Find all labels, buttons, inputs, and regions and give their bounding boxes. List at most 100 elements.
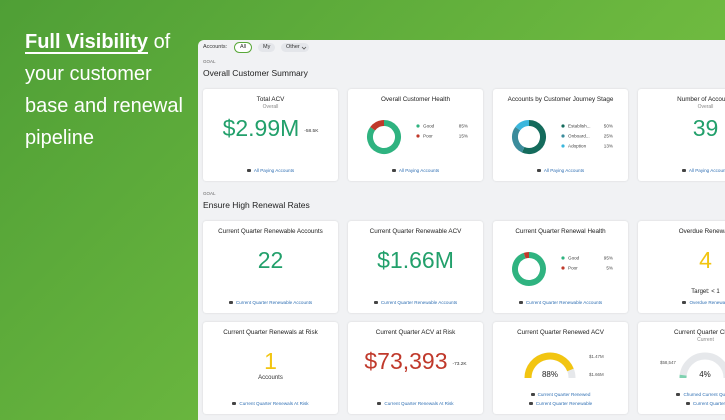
card-title: Accounts by Customer Journey Stage: [507, 96, 614, 103]
donut-segment: [370, 120, 385, 131]
metric-value: $2.99M: [222, 115, 300, 141]
legend-dot: [416, 124, 420, 128]
legend-value: 5%: [606, 266, 613, 271]
legend-name: Poor: [568, 266, 578, 271]
section-eyebrow: GOAL: [203, 59, 216, 64]
metric-row: $2.99M -58.5K: [203, 114, 338, 142]
metric-value: $1.66M: [377, 247, 454, 273]
legend-value: 85%: [459, 124, 468, 129]
metric-delta: -73.2K: [452, 361, 467, 367]
gauge-side-label: $58,547: [660, 360, 676, 365]
card-title: Current Quarter Renewal Health: [515, 228, 606, 235]
card-title: Total ACV: [256, 96, 285, 103]
card: Current Quarter ChurnCurrent Churned Curr…: [638, 322, 725, 414]
card: Overdue Renewals Overdue Renewals 4 Target:…: [638, 221, 725, 313]
metric-value: $73,393: [364, 348, 448, 374]
gauge-side-label: $1.66M: [589, 372, 604, 377]
metric-delta: -58.5K: [304, 128, 319, 134]
donut-segment: [512, 126, 525, 153]
metric-row: 4: [638, 246, 725, 274]
legend-dot: [416, 134, 420, 138]
card-footer-link[interactable]: All Paying Accounts: [203, 168, 338, 173]
section-eyebrow: GOAL: [203, 191, 216, 196]
card-title: Current Quarter Renewals at Risk: [223, 329, 318, 336]
section-title: Overall Customer Summary: [203, 68, 308, 78]
card-title: Current Quarter Churn: [674, 329, 725, 336]
headline-emphasis: Full Visibility: [25, 31, 148, 53]
card-footer-link[interactable]: All Paying Accounts: [638, 168, 725, 173]
donut-segment: [367, 120, 401, 154]
filter-my[interactable]: My: [258, 43, 276, 52]
metric-target: Target: < 1: [691, 289, 720, 295]
donut-chart: Establish... 50% Onboard... 25% Adoption 13%: [512, 120, 613, 154]
legend-name: Poor: [423, 134, 433, 139]
card: Current Quarter Renewals at Risk Current …: [203, 322, 338, 414]
dashboard: Accounts: All My Other GOAL Overall Custo…: [198, 40, 725, 420]
donut-segment: [512, 252, 546, 286]
card: Current Quarter ACV at Risk Current Quart…: [348, 322, 483, 414]
gauge-label: 88%: [542, 370, 558, 379]
donut-segment: [515, 120, 530, 131]
metric-row: 39: [638, 114, 725, 142]
card-title: Overdue Renewals: [678, 228, 725, 235]
legend-value: 50%: [604, 124, 613, 129]
caret: [301, 46, 307, 50]
gauge-chart: 4% $58,547: [660, 352, 725, 379]
filter-all[interactable]: All: [234, 42, 253, 53]
card-subtitle: Current: [697, 337, 714, 343]
legend-dot: [561, 144, 565, 148]
card-subtitle: Overall: [697, 104, 714, 110]
filter-label: Accounts:: [203, 44, 228, 50]
card-footer-link[interactable]: Current Quarter Renewed: [493, 392, 628, 397]
card-footer-link[interactable]: All Paying Accounts: [348, 168, 483, 173]
headline-text: of your customer base and renewal pipeli…: [25, 31, 183, 149]
donut-segment: [521, 120, 546, 154]
card-footer-link[interactable]: Current Quarter Renewals At Risk: [203, 401, 338, 406]
caret-icon: [301, 46, 307, 50]
filter-other[interactable]: Other: [281, 43, 309, 52]
donut-chart: Good 85% Poor 15%: [367, 120, 468, 154]
card-footer-link[interactable]: All Paying Accounts: [493, 168, 628, 173]
card-footer-link[interactable]: Current Quarter Renewable: [493, 401, 628, 406]
legend-name: Adoption: [568, 144, 587, 149]
card-title: Current Quarter ACV at Risk: [375, 329, 456, 336]
section-title: Ensure High Renewal Rates: [203, 200, 310, 210]
legend-name: Good: [423, 124, 435, 129]
card-title: Current Quarter Renewable ACV: [369, 228, 462, 235]
card-subtitle: Overall: [262, 104, 279, 110]
legend-name: Onboard...: [568, 134, 590, 139]
card-footer-link[interactable]: Overdue Renewals: [638, 300, 725, 305]
metric-value: 1: [264, 348, 277, 374]
card-footer-link[interactable]: Current Quarter Renewals At Risk: [348, 401, 483, 406]
gauge-label: 4%: [699, 370, 711, 379]
metric-row: 22: [203, 246, 338, 274]
metric-row: $1.66M: [348, 246, 483, 274]
legend-name: Good: [568, 256, 580, 261]
legend-value: 25%: [604, 134, 613, 139]
card-footer-link[interactable]: Churned Current Quarter: [638, 392, 725, 397]
card: Current Quarter Renewal Health Current Qu…: [493, 221, 628, 313]
metric-row: 1: [203, 347, 338, 375]
metric-unit: Accounts: [258, 375, 283, 381]
metric-row: $73,393 -73.2K: [348, 347, 483, 375]
card: Current Quarter Renewable Accounts Curren…: [203, 221, 338, 313]
card-title: Number of Accounts: [677, 96, 725, 103]
card: Accounts by Customer Journey Stage All Pa…: [493, 89, 628, 181]
headline: Full Visibility of your customer base an…: [25, 26, 197, 154]
card: Total ACV Overall All Paying Accounts $2.99…: [203, 89, 338, 181]
metric-value: 39: [692, 115, 719, 141]
card-footer-link[interactable]: Current Quarter Renewable Accounts: [348, 300, 483, 305]
card-title: Overall Customer Health: [381, 96, 450, 103]
card: Current Quarter Renewable ACV Current Qua…: [348, 221, 483, 313]
legend-dot: [561, 266, 565, 270]
card-footer-link[interactable]: Current Quarter: [638, 401, 725, 406]
legend-dot: [561, 124, 565, 128]
legend-value: 15%: [459, 134, 468, 139]
legend-value: 13%: [604, 144, 613, 149]
gauge-side-label: $1.47M: [589, 354, 604, 359]
card: Number of AccountsOverall All Paying Acco…: [638, 89, 725, 181]
donut-segment: [523, 252, 530, 259]
card-footer-link[interactable]: Current Quarter Renewable Accounts: [493, 300, 628, 305]
gauge-chart: 88% $1.47M $1.66M: [524, 352, 604, 379]
card-footer-link[interactable]: Current Quarter Renewable Accounts: [203, 300, 338, 305]
